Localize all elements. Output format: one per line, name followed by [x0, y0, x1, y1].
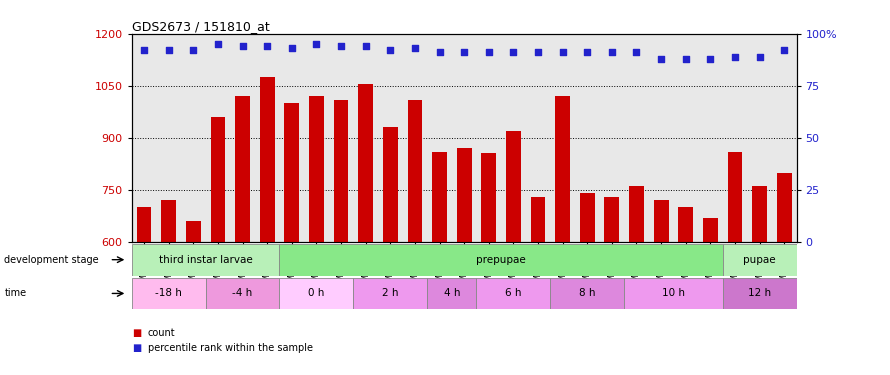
Point — [384, 47, 398, 53]
Point — [728, 54, 742, 60]
Point — [777, 47, 791, 53]
Text: 6 h: 6 h — [506, 288, 522, 298]
Point — [260, 43, 274, 49]
Bar — [550, 278, 624, 309]
Bar — [206, 278, 279, 309]
Bar — [211, 117, 225, 242]
Bar — [481, 153, 496, 242]
Bar — [530, 197, 546, 242]
Point — [408, 45, 422, 51]
Text: 0 h: 0 h — [308, 288, 325, 298]
Bar — [777, 172, 791, 242]
Bar — [132, 244, 279, 276]
Bar — [629, 186, 643, 242]
Text: 12 h: 12 h — [748, 288, 771, 298]
Bar — [728, 152, 742, 242]
Point — [285, 45, 299, 51]
Bar — [353, 278, 427, 309]
Text: 4 h: 4 h — [443, 288, 460, 298]
Bar — [723, 244, 797, 276]
Bar — [137, 207, 151, 242]
Point — [359, 43, 373, 49]
Bar — [506, 131, 521, 242]
Point — [457, 50, 472, 55]
Text: development stage: development stage — [4, 255, 99, 265]
Point — [236, 43, 250, 49]
Text: pupae: pupae — [743, 255, 776, 265]
Text: ■: ■ — [132, 343, 141, 353]
Bar — [132, 278, 206, 309]
Bar — [580, 194, 595, 242]
Bar — [235, 96, 250, 242]
Point — [310, 41, 324, 47]
Text: GDS2673 / 151810_at: GDS2673 / 151810_at — [132, 20, 270, 33]
Bar — [427, 278, 476, 309]
Point — [211, 41, 225, 47]
Point — [334, 43, 348, 49]
Text: -18 h: -18 h — [155, 288, 182, 298]
Bar — [555, 96, 570, 242]
Bar — [260, 77, 274, 242]
Text: 2 h: 2 h — [382, 288, 399, 298]
Bar — [723, 278, 797, 309]
Text: count: count — [148, 328, 175, 338]
Point — [433, 50, 447, 55]
Point — [162, 47, 176, 53]
Bar — [654, 200, 668, 242]
Text: -4 h: -4 h — [232, 288, 253, 298]
Text: third instar larvae: third instar larvae — [158, 255, 253, 265]
Bar — [383, 128, 398, 242]
Point — [629, 50, 643, 55]
Point — [531, 50, 546, 55]
Bar — [161, 200, 176, 242]
Text: 10 h: 10 h — [662, 288, 685, 298]
Point — [703, 56, 717, 62]
Bar — [285, 103, 299, 242]
Point — [654, 56, 668, 62]
Point — [555, 50, 570, 55]
Bar — [678, 207, 693, 242]
Text: prepupae: prepupae — [476, 255, 526, 265]
Bar — [359, 84, 373, 242]
Bar — [408, 100, 422, 242]
Text: ■: ■ — [132, 328, 141, 338]
Point — [481, 50, 496, 55]
Point — [580, 50, 595, 55]
Bar — [476, 278, 550, 309]
Point — [186, 47, 200, 53]
Bar — [624, 278, 723, 309]
Bar — [186, 221, 200, 242]
Point — [605, 50, 619, 55]
Bar — [457, 148, 472, 242]
Bar — [752, 186, 767, 242]
Point — [137, 47, 151, 53]
Point — [679, 56, 693, 62]
Text: time: time — [4, 288, 27, 298]
Bar — [703, 217, 717, 242]
Bar — [279, 278, 353, 309]
Bar — [433, 152, 447, 242]
Bar — [309, 96, 324, 242]
Bar — [334, 100, 348, 242]
Text: percentile rank within the sample: percentile rank within the sample — [148, 343, 312, 353]
Text: 8 h: 8 h — [579, 288, 595, 298]
Point — [506, 50, 521, 55]
Bar — [604, 197, 619, 242]
Point — [753, 54, 767, 60]
Bar — [279, 244, 723, 276]
